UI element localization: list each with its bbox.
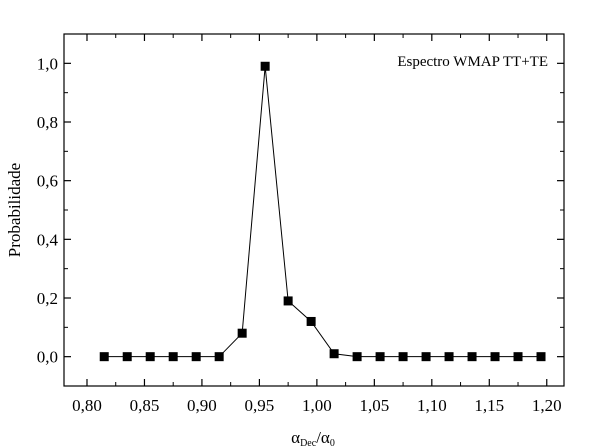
y-axis: 0,0 0,2 0,4 0,6 0,8 1,0 [37, 33, 564, 387]
data-point [375, 352, 385, 362]
data-point [122, 352, 132, 362]
data-point [306, 316, 316, 326]
x-tick-label: 1,05 [359, 396, 389, 415]
y-tick-label: 0,2 [37, 289, 58, 308]
data-point [99, 352, 109, 362]
x-tick-label: 0,95 [245, 396, 275, 415]
chart-annotation: Espectro WMAP TT+TE [397, 54, 548, 70]
data-point [214, 352, 224, 362]
x-axis-title-slash-alpha: /α [316, 428, 330, 446]
data-point [283, 296, 293, 306]
y-tick-label: 0,8 [37, 113, 58, 132]
x-axis-title-sub-dec: Dec [300, 438, 317, 446]
data-point [168, 352, 178, 362]
x-tick-label: 1,10 [417, 396, 447, 415]
y-axis-title: Probabilidade [5, 163, 24, 257]
x-axis-title-sub-zero: 0 [330, 438, 335, 446]
data-point [398, 352, 408, 362]
x-tick-label: 0,90 [187, 396, 217, 415]
data-point [490, 352, 500, 362]
data-point [145, 352, 155, 362]
x-axis-title-alpha: α [291, 428, 300, 446]
data-point [421, 352, 431, 362]
y-tick-label: 1,0 [37, 54, 58, 73]
data-point [513, 352, 523, 362]
series [99, 61, 546, 362]
x-tick-label: 0,80 [72, 396, 102, 415]
x-tick-label: 0,85 [130, 396, 160, 415]
data-point [444, 352, 454, 362]
x-axis-title: αDec/α0 [291, 428, 335, 446]
data-point [191, 352, 201, 362]
data-point [467, 352, 477, 362]
data-point [260, 61, 270, 71]
plot-frame [63, 33, 565, 387]
data-point [352, 352, 362, 362]
x-tick-label: 1,00 [302, 396, 332, 415]
y-tick-label: 0,6 [37, 172, 58, 191]
data-point [237, 328, 247, 338]
x-tick-label: 1,20 [532, 396, 562, 415]
series-line [104, 66, 542, 358]
data-point [329, 349, 339, 359]
y-tick-label: 0,4 [37, 230, 59, 249]
x-tick-label: 1,15 [474, 396, 504, 415]
x-axis: 0,80 0,85 0,90 0,95 1,00 1,05 1,10 1,15 1,20 [72, 34, 562, 415]
y-tick-label: 0,0 [37, 348, 58, 367]
data-point [536, 352, 546, 362]
